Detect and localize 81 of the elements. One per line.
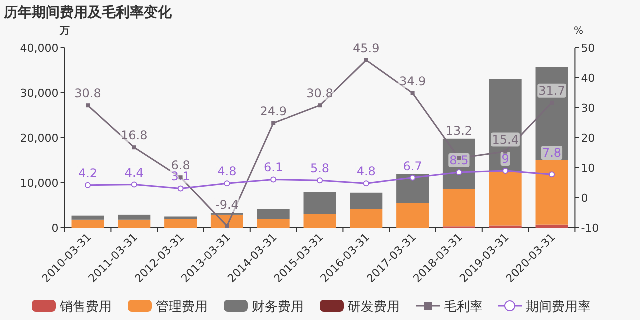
point (131, 182, 138, 188)
y2-tick-label: 0 (581, 192, 588, 205)
data-label: 30.8 (74, 86, 102, 101)
legend-label: 管理费用 (156, 300, 208, 315)
legend-label: 销售费用 (59, 300, 112, 315)
point (317, 178, 323, 184)
bar (442, 138, 476, 190)
bar (118, 220, 151, 228)
data-label: 5.8 (310, 162, 330, 176)
bar (72, 216, 104, 220)
bar (350, 209, 383, 228)
y2-tick-label: 10 (581, 162, 596, 175)
bar (72, 220, 104, 228)
data-label: 6.8 (171, 158, 190, 173)
bar (164, 219, 198, 228)
data-label: 6.7 (403, 159, 422, 174)
point (132, 146, 136, 150)
data-label: -9.4 (215, 198, 239, 212)
y2-tick-label: 50 (581, 42, 596, 55)
data-label: 6.1 (264, 160, 284, 175)
legend-label: 研发费用 (348, 300, 400, 315)
point (85, 182, 91, 188)
data-label: 31.7 (538, 84, 566, 98)
data-label: 34.9 (399, 74, 426, 88)
bar (396, 174, 430, 204)
legend-label: 期间费用率 (526, 299, 591, 315)
point (364, 58, 368, 62)
data-label: 24.9 (260, 104, 287, 118)
point (86, 104, 90, 108)
legend-label: 毛利率 (444, 299, 483, 315)
point (549, 172, 555, 178)
bar (257, 209, 290, 219)
point (270, 176, 277, 183)
point (178, 186, 184, 192)
point (410, 91, 415, 96)
legend-label: 财务费用 (252, 300, 304, 315)
data-label: 30.8 (306, 86, 334, 101)
point (363, 180, 370, 187)
y2-tick-label: 20 (581, 132, 596, 145)
point (456, 170, 462, 176)
bar (304, 214, 336, 228)
y-tick-label: 10,000 (20, 177, 59, 190)
y2-tick-label: 40 (581, 72, 596, 85)
point (272, 121, 276, 126)
bar (442, 189, 476, 227)
y2-tick-label: -10 (581, 222, 600, 235)
bar (489, 80, 522, 172)
bar (350, 192, 383, 210)
bar (536, 224, 568, 228)
y-axis-title: 万 (59, 26, 70, 37)
data-label: 15.4 (492, 132, 519, 147)
data-label: 3.1 (171, 170, 190, 184)
point (318, 104, 322, 108)
data-label: 45.9 (353, 41, 380, 56)
point (225, 224, 230, 228)
bar (257, 219, 290, 228)
data-label: 4.8 (218, 164, 237, 179)
y-tick-label: 20,000 (20, 132, 59, 145)
y2-axis-title: % (574, 26, 584, 37)
point (224, 180, 230, 187)
data-label: 4.8 (356, 164, 376, 179)
y2-tick-label: 30 (581, 102, 596, 115)
bar (396, 203, 430, 228)
data-label: 13.2 (446, 124, 473, 138)
point (502, 168, 509, 174)
data-label: 4.4 (124, 166, 144, 180)
y-tick-label: 30,000 (20, 87, 59, 100)
data-label: 9 (502, 152, 510, 166)
data-label: 4.2 (78, 166, 98, 180)
y-tick-label: 40,000 (20, 42, 59, 55)
bar (118, 214, 151, 220)
data-label: 8.5 (450, 154, 469, 168)
chart-title: 历年期间费用及毛利率变化 (3, 4, 173, 21)
data-label: 16.8 (121, 128, 148, 143)
y-tick-label: 0 (52, 222, 59, 235)
point (410, 174, 416, 181)
bar (489, 172, 522, 226)
bar (304, 192, 336, 214)
data-label: 7.8 (542, 146, 562, 160)
point (504, 150, 508, 154)
bar (536, 160, 568, 225)
